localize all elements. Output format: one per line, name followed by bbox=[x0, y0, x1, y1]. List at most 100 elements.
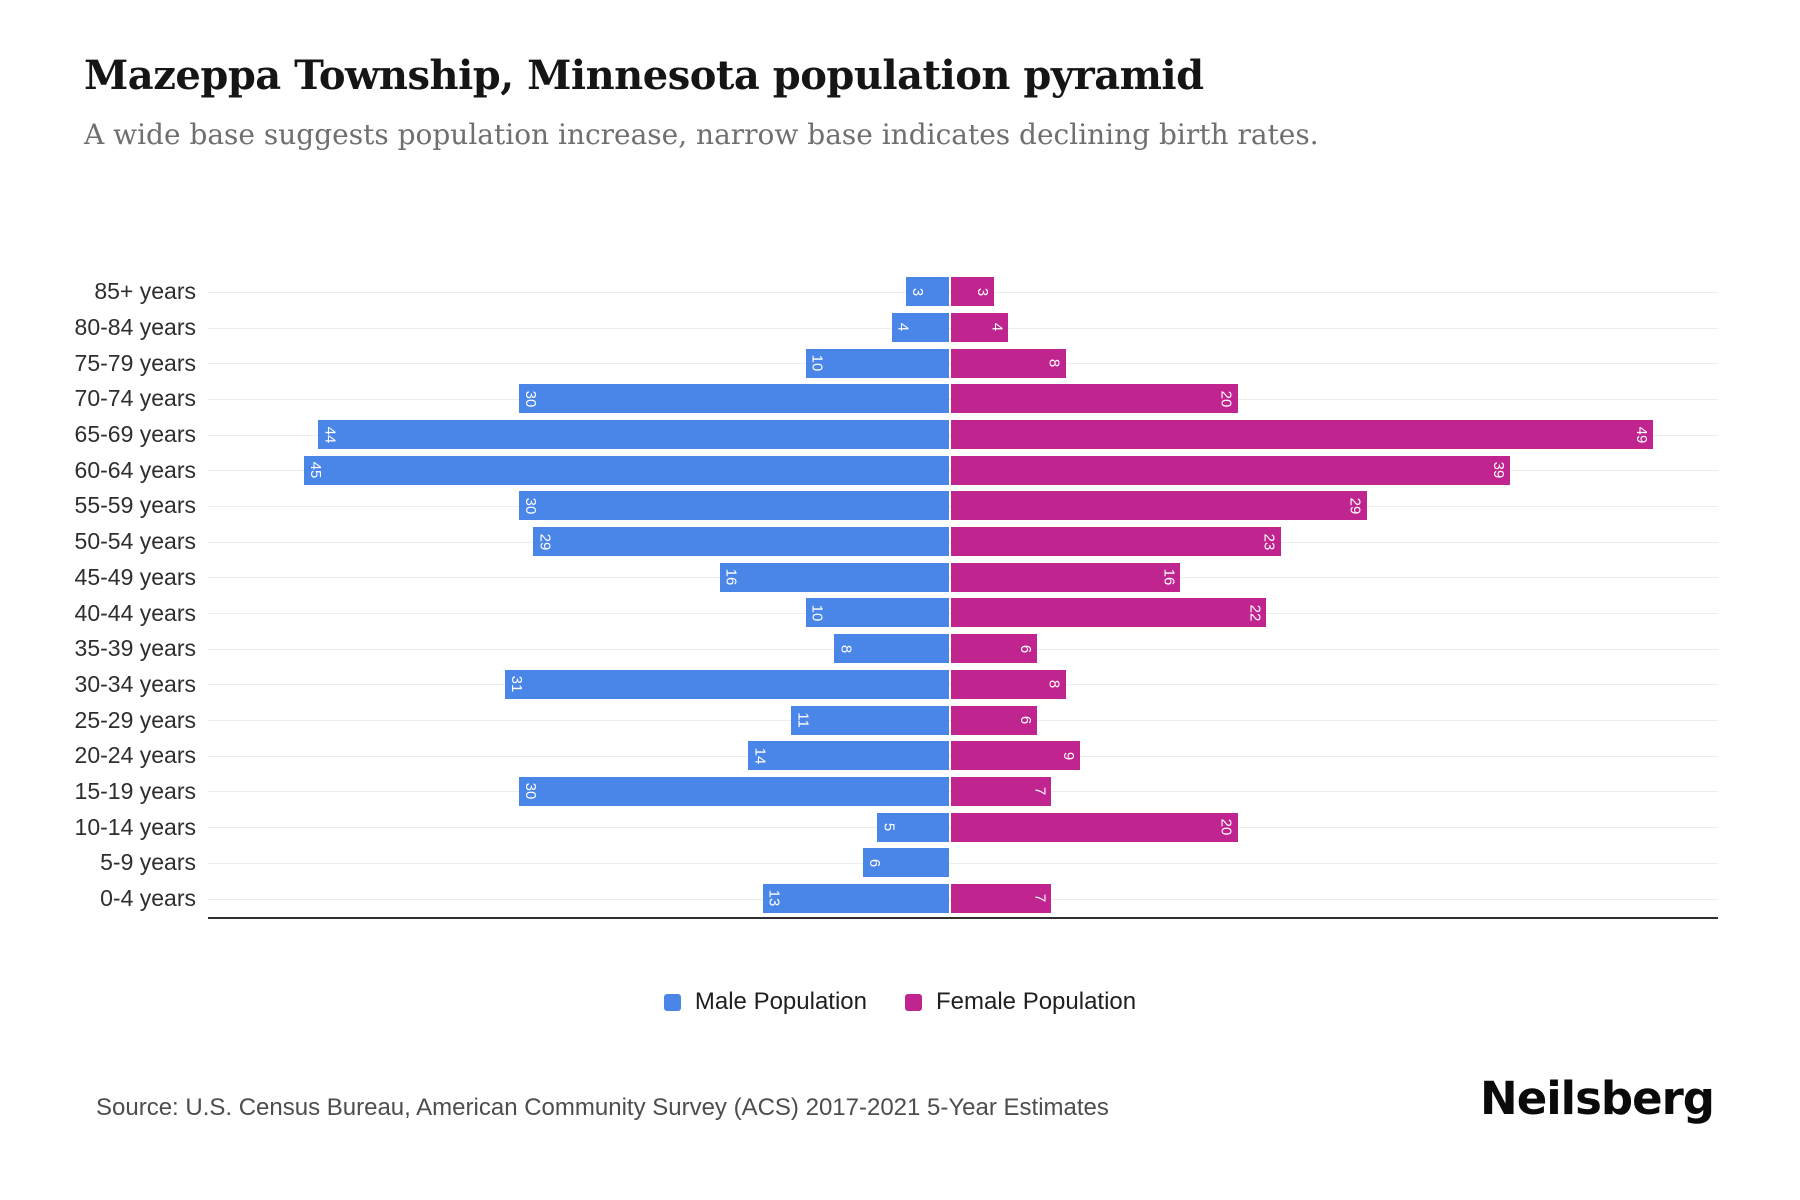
chart-row: 55-59 years 30 29 bbox=[0, 488, 1800, 524]
female-bar-value: 7 bbox=[1031, 787, 1049, 796]
chart-row: 0-4 years 13 7 bbox=[0, 881, 1800, 917]
male-bar-value: 11 bbox=[794, 712, 812, 728]
legend-label-male: Male Population bbox=[694, 988, 867, 1015]
female-bar[interactable]: 6 bbox=[951, 705, 1037, 735]
female-bar[interactable]: 6 bbox=[951, 634, 1037, 664]
female-bar[interactable]: 23 bbox=[951, 527, 1281, 557]
male-bar[interactable]: 16 bbox=[719, 562, 949, 592]
male-bar-value: 45 bbox=[307, 461, 325, 479]
male-bar[interactable]: 44 bbox=[318, 420, 949, 450]
chart-row: 10-14 years 5 20 bbox=[0, 809, 1800, 845]
male-bar[interactable]: 10 bbox=[805, 348, 949, 378]
source-attribution: Source: U.S. Census Bureau, American Com… bbox=[96, 1094, 1109, 1121]
male-bar[interactable]: 45 bbox=[304, 455, 949, 485]
age-group-label: 70-74 years bbox=[74, 385, 196, 412]
chart-row: 70-74 years 30 20 bbox=[0, 381, 1800, 417]
age-group-label: 85+ years bbox=[94, 278, 196, 305]
male-series-swatch-icon bbox=[663, 993, 681, 1011]
male-bar-value: 8 bbox=[837, 644, 855, 653]
legend-item-male[interactable]: Male Population bbox=[663, 988, 867, 1016]
male-bar[interactable]: 14 bbox=[748, 741, 949, 771]
female-bar[interactable]: 8 bbox=[951, 669, 1066, 699]
chart-row: 45-49 years 16 16 bbox=[0, 560, 1800, 596]
female-bar[interactable]: 3 bbox=[951, 277, 994, 307]
age-group-label: 10-14 years bbox=[74, 813, 196, 840]
legend-item-female[interactable]: Female Population bbox=[905, 988, 1136, 1016]
male-bar-value: 30 bbox=[522, 497, 540, 515]
male-bar[interactable]: 30 bbox=[519, 491, 949, 521]
female-bar[interactable]: 20 bbox=[951, 812, 1238, 842]
age-group-label: 35-39 years bbox=[74, 635, 196, 662]
female-bar-value: 3 bbox=[973, 287, 991, 296]
male-bar-value: 6 bbox=[866, 858, 884, 867]
male-bar[interactable]: 6 bbox=[863, 848, 949, 878]
male-bar-value: 29 bbox=[536, 533, 554, 550]
chart-row: 20-24 years 14 9 bbox=[0, 738, 1800, 774]
male-bar[interactable]: 8 bbox=[834, 634, 949, 664]
male-bar-value: 14 bbox=[751, 747, 769, 765]
male-bar[interactable]: 30 bbox=[519, 776, 949, 806]
male-bar[interactable]: 10 bbox=[805, 598, 949, 628]
chart-row: 15-19 years 30 7 bbox=[0, 774, 1800, 810]
female-bar-value: 7 bbox=[1031, 894, 1049, 903]
female-bar-value: 23 bbox=[1260, 533, 1278, 550]
female-bar-value: 9 bbox=[1059, 751, 1077, 760]
chart-row: 75-79 years 10 8 bbox=[0, 345, 1800, 381]
female-bar-value: 8 bbox=[1045, 680, 1063, 689]
female-bar-value: 16 bbox=[1160, 568, 1178, 586]
male-bar-value: 30 bbox=[522, 783, 540, 800]
male-bar-value: 44 bbox=[321, 426, 339, 443]
male-bar-value: 3 bbox=[909, 287, 926, 296]
female-bar[interactable]: 22 bbox=[951, 598, 1267, 628]
chart-row: 40-44 years 10 22 bbox=[0, 595, 1800, 631]
male-bar[interactable]: 5 bbox=[877, 812, 949, 842]
chart-row: 35-39 years 8 6 bbox=[0, 631, 1800, 667]
female-bar[interactable]: 39 bbox=[951, 455, 1510, 485]
age-group-label: 0-4 years bbox=[100, 885, 196, 912]
male-bar-value: 5 bbox=[880, 822, 898, 832]
male-bar[interactable]: 30 bbox=[519, 384, 949, 414]
male-bar[interactable]: 13 bbox=[762, 883, 949, 913]
female-bar-value: 49 bbox=[1633, 426, 1651, 443]
chart-row: 65-69 years 44 49 bbox=[0, 417, 1800, 453]
female-bar-value: 4 bbox=[988, 323, 1006, 332]
chart-title: Mazeppa Township, Minnesota population p… bbox=[84, 52, 1204, 99]
age-group-label: 75-79 years bbox=[74, 349, 196, 376]
male-bar-value: 4 bbox=[894, 323, 912, 332]
chart-row: 50-54 years 29 23 bbox=[0, 524, 1800, 560]
female-bar-value: 20 bbox=[1217, 818, 1235, 836]
male-bar[interactable]: 3 bbox=[906, 277, 949, 307]
female-bar-value: 20 bbox=[1217, 390, 1235, 408]
female-bar[interactable]: 20 bbox=[951, 384, 1238, 414]
age-group-label: 65-69 years bbox=[74, 421, 196, 448]
chart-row: 25-29 years 11 6 bbox=[0, 702, 1800, 738]
female-bar[interactable]: 8 bbox=[951, 348, 1066, 378]
female-bar-value: 39 bbox=[1489, 461, 1507, 479]
female-bar[interactable]: 9 bbox=[951, 741, 1080, 771]
female-series-swatch-icon bbox=[905, 993, 922, 1011]
male-bar[interactable]: 29 bbox=[533, 527, 949, 557]
age-group-label: 20-24 years bbox=[74, 742, 196, 769]
male-bar[interactable]: 11 bbox=[791, 705, 949, 735]
chart-row: 5-9 years 6 bbox=[0, 845, 1800, 881]
female-bar[interactable]: 49 bbox=[951, 420, 1654, 450]
age-group-label: 55-59 years bbox=[74, 492, 196, 519]
chart-row: 60-64 years 45 39 bbox=[0, 452, 1800, 488]
chart-row: 85+ years 3 3 bbox=[0, 274, 1800, 310]
female-bar[interactable]: 7 bbox=[951, 776, 1052, 806]
male-bar[interactable]: 4 bbox=[891, 312, 949, 342]
female-bar[interactable]: 16 bbox=[951, 562, 1181, 592]
neilsberg-logo[interactable]: Neilsberg bbox=[1480, 1072, 1715, 1125]
age-group-label: 45-49 years bbox=[74, 563, 196, 590]
legend: Male Population Female Population bbox=[0, 988, 1800, 1016]
female-bar-value: 29 bbox=[1346, 497, 1364, 515]
female-bar[interactable]: 7 bbox=[951, 883, 1052, 913]
legend-label-female: Female Population bbox=[936, 988, 1137, 1015]
male-bar-value: 30 bbox=[522, 390, 540, 408]
female-bar[interactable]: 29 bbox=[951, 491, 1367, 521]
age-group-label: 15-19 years bbox=[74, 777, 196, 804]
female-bar[interactable]: 4 bbox=[951, 312, 1009, 342]
male-bar[interactable]: 31 bbox=[504, 669, 949, 699]
age-group-label: 50-54 years bbox=[74, 528, 196, 555]
